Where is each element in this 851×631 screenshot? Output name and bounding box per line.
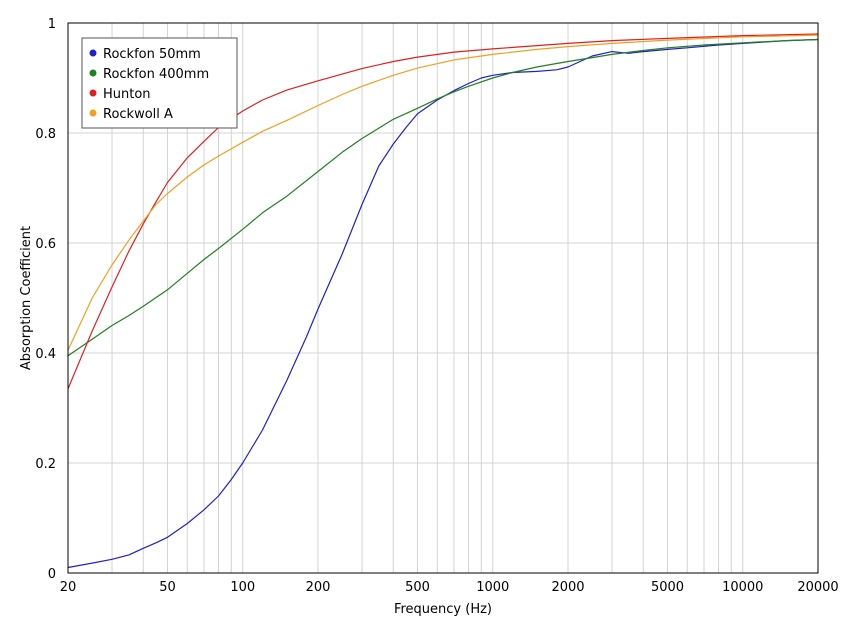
x-tick-label: 5000 <box>651 580 684 595</box>
legend-marker <box>89 49 97 57</box>
x-tick-label: 500 <box>405 580 430 595</box>
series-line-rockfon-50mm <box>67 38 819 569</box>
legend-label: Rockfon 50mm <box>103 47 201 62</box>
legend: Rockfon 50mm Rockfon 400mm Hunton Rockwoll … <box>81 37 238 129</box>
y-tick-label: 1 <box>48 17 56 32</box>
series-line-rockwoll-a <box>67 34 819 351</box>
y-tick-label: 0.6 <box>35 237 56 252</box>
x-tick-label: 10000 <box>722 580 763 595</box>
legend-label: Rockfon 400mm <box>103 67 209 82</box>
y-tick-label: 0.4 <box>35 347 56 362</box>
series-lines <box>67 33 819 569</box>
legend-marker <box>89 109 97 117</box>
x-tick-label: 20000 <box>797 580 838 595</box>
plot-frame <box>67 22 819 574</box>
y-tick-labels: 0 0.2 0.4 0.6 0.8 1 <box>35 17 56 582</box>
legend-label: Rockwoll A <box>103 107 173 122</box>
legend-marker <box>89 89 97 97</box>
x-tick-label: 20 <box>60 580 77 595</box>
y-tick-label: 0.2 <box>35 457 56 472</box>
legend-label: Hunton <box>103 87 151 102</box>
x-tick-label: 200 <box>306 580 331 595</box>
x-tick-label: 50 <box>159 580 176 595</box>
series-line-rockfon-400mm <box>67 38 819 357</box>
x-axis-title: Frequency (Hz) <box>394 602 492 617</box>
y-tick-label: 0 <box>48 567 56 582</box>
legend-box <box>81 37 238 129</box>
y-tick-label: 0.8 <box>35 127 56 142</box>
y-axis-title: Absorption Coefficient <box>19 226 34 370</box>
legend-marker <box>89 69 97 77</box>
x-tick-label: 2000 <box>551 580 584 595</box>
x-tick-labels: 20 50 100 200 500 1000 2000 5000 10000 20000 <box>60 580 839 595</box>
x-tick-label: 1000 <box>476 580 509 595</box>
series-line-hunton <box>67 33 819 390</box>
x-tick-label: 100 <box>230 580 255 595</box>
